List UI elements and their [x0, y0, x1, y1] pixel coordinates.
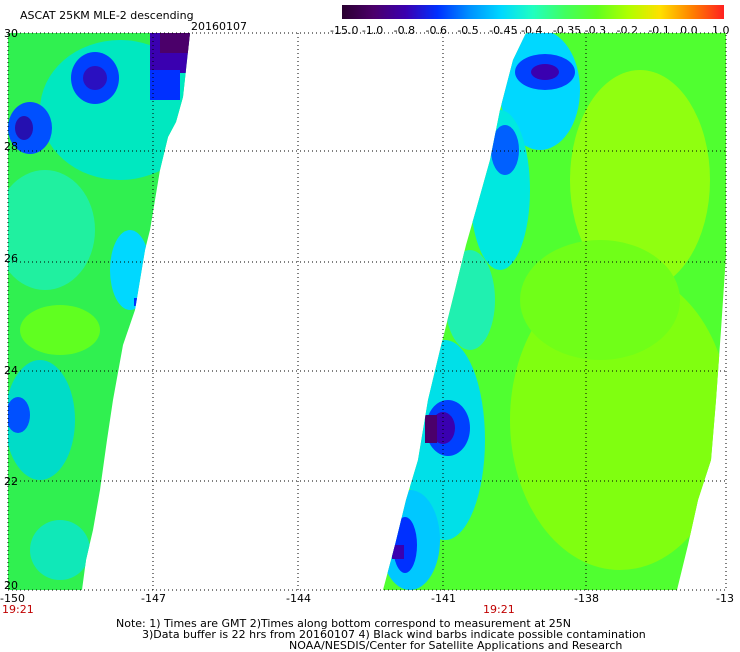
lon-label-144: -144 — [286, 592, 311, 605]
colorbar-tick-label: -0.45 — [489, 24, 518, 37]
lon-label-141: -141 — [431, 592, 456, 605]
colorbar-tick-label: -0.5 — [457, 24, 479, 37]
note-line-3: NOAA/NESDIS/Center for Satellite Applica… — [289, 639, 623, 652]
lon-label-13: -13 — [716, 592, 734, 605]
lat-label-26: 26 — [4, 252, 18, 265]
left-swath — [8, 33, 190, 590]
note-line-2: 3)Data buffer is 22 hrs from 20160107 4)… — [142, 628, 646, 641]
graticule — [8, 33, 726, 590]
lon-label-147: -147 — [141, 592, 166, 605]
pass-time-right: 19:21 — [483, 603, 515, 616]
lat-label-22: 22 — [4, 475, 18, 488]
right-swath — [383, 33, 726, 590]
colorbar — [342, 5, 724, 19]
lat-label-20: 20 — [4, 579, 18, 592]
colorbar-tick-label: -1.0 — [361, 24, 384, 37]
product-title: ASCAT 25KM MLE-2 descending — [20, 9, 194, 22]
lat-label-28: 28 — [4, 140, 18, 153]
note-line-1: Note: 1) Times are GMT 2)Times along bot… — [116, 617, 571, 630]
lon-label-138: -138 — [574, 592, 599, 605]
lat-label-30: 30 — [4, 27, 18, 40]
colorbar-tick-label: -0.8 — [393, 24, 416, 37]
product-date: 20160107 — [191, 20, 247, 33]
map-frame — [7, 32, 727, 591]
colorbar-tick-label: -0.6 — [425, 24, 447, 37]
lon-label-150: -150 — [0, 592, 25, 605]
colorbar-tick-label: -15.0 — [330, 24, 359, 37]
lat-label-24: 24 — [4, 364, 18, 377]
pass-time-left: 19:21 — [2, 603, 34, 616]
